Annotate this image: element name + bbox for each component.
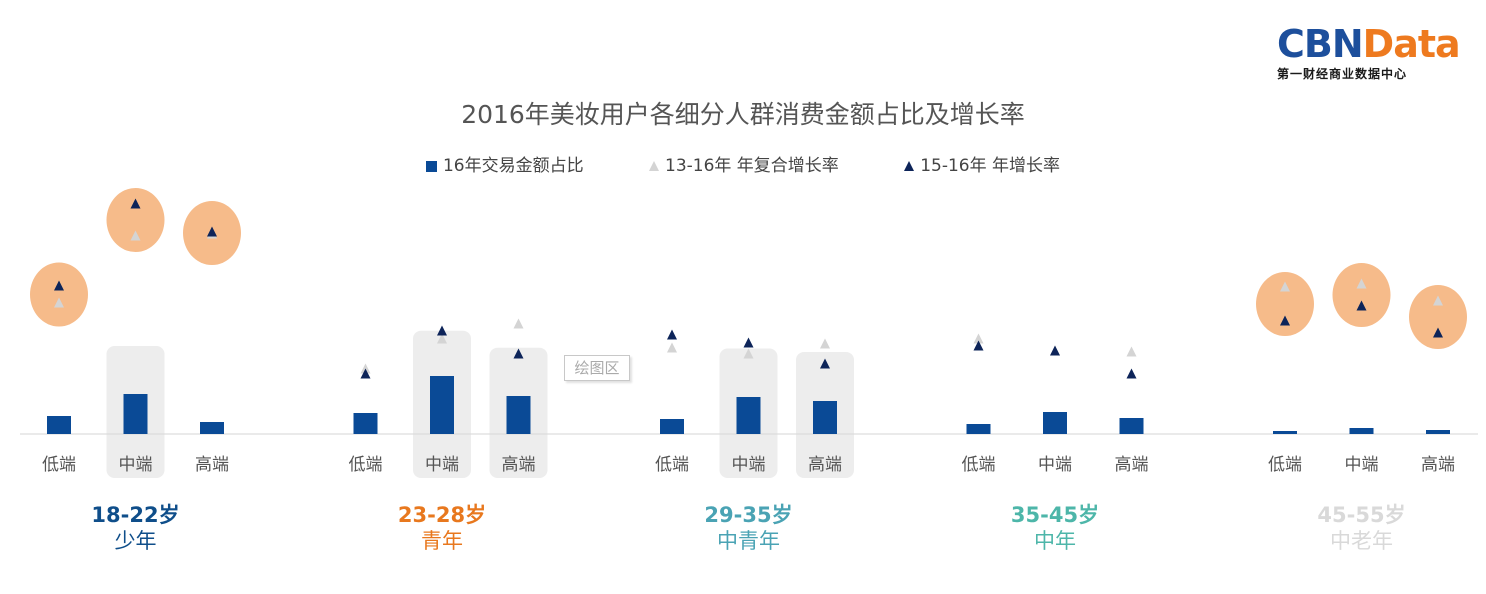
bar-share	[966, 424, 991, 434]
age-range-label: 23-28岁	[398, 503, 486, 527]
marker-yoy	[54, 280, 64, 291]
marker-cagr	[54, 297, 64, 308]
highlight-bubble	[1256, 272, 1314, 336]
segment-label: 青年	[421, 529, 463, 553]
marker-cagr	[130, 230, 141, 241]
tier-label: 中端	[1038, 455, 1072, 475]
tier-label: 高端	[1115, 455, 1149, 475]
age-range-label: 29-35岁	[704, 503, 792, 527]
age-range-label: 45-55岁	[1317, 503, 1405, 527]
marker-yoy	[207, 226, 217, 237]
segment-label: 中老年	[1330, 529, 1393, 553]
bar-share	[1426, 430, 1450, 434]
tier-label: 低端	[962, 455, 996, 475]
segment-label: 少年	[115, 529, 157, 553]
bar-share	[660, 419, 684, 434]
bar-share	[47, 416, 71, 434]
marker-yoy	[667, 329, 677, 340]
tier-label: 低端	[655, 455, 689, 475]
age-range-label: 18-22岁	[91, 503, 179, 527]
bar-share	[813, 401, 837, 434]
marker-yoy	[437, 325, 447, 336]
marker-cagr	[820, 338, 830, 349]
bar-share	[1273, 431, 1297, 434]
segment-label: 中青年	[717, 529, 780, 553]
logo-cbn-text: CBN	[1277, 22, 1364, 66]
marker-yoy	[973, 340, 984, 351]
marker-yoy	[820, 358, 830, 369]
tier-label: 中端	[425, 455, 459, 475]
bar-share	[200, 422, 224, 434]
marker-yoy	[360, 368, 371, 379]
tier-label: 高端	[195, 455, 229, 475]
marker-yoy	[1050, 345, 1060, 356]
logo-wordmark: CBNData	[1277, 24, 1467, 64]
tier-label: 中端	[119, 455, 153, 475]
marker-yoy	[130, 198, 141, 209]
marker-cagr	[437, 333, 447, 344]
legend-item-yoy: 15-16年 年增长率	[904, 151, 1060, 176]
tier-label: 高端	[808, 455, 842, 475]
age-range-label: 35-45岁	[1011, 503, 1099, 527]
bar-share	[430, 376, 454, 434]
legend-label-share: 16年交易金额占比	[442, 156, 584, 176]
marker-cagr	[973, 333, 984, 344]
legend-item-share: 16年交易金额占比	[425, 151, 584, 176]
legend-label-yoy: 15-16年 年增长率	[920, 156, 1061, 176]
segment-label: 中年	[1034, 529, 1076, 553]
tier-label: 低端	[42, 455, 76, 475]
tier-label: 中端	[1345, 455, 1379, 475]
legend-square-icon	[425, 160, 437, 172]
bar-share	[1043, 412, 1067, 434]
tier-label: 高端	[1421, 455, 1455, 475]
marker-yoy	[513, 348, 524, 359]
tier-label: 高端	[502, 455, 536, 475]
marker-yoy	[743, 337, 754, 348]
marker-yoy	[1356, 300, 1367, 311]
marker-yoy	[1126, 368, 1137, 379]
highlight-bubble	[30, 262, 88, 327]
tier-label: 中端	[732, 455, 766, 475]
tier-label: 低端	[349, 455, 383, 475]
cbndata-logo: CBNData 第一财经商业数据中心	[1277, 24, 1467, 82]
marker-cagr	[667, 342, 677, 353]
chart-title: 2016年美妆用户各细分人群消费金额占比及增长率	[461, 100, 1025, 129]
marker-cagr	[1126, 346, 1137, 357]
tier-label: 低端	[1268, 455, 1302, 475]
legend-light-triangle-icon	[649, 161, 659, 171]
legend-label-cagr: 13-16年 年复合增长率	[665, 156, 839, 176]
logo-subtitle: 第一财经商业数据中心	[1277, 67, 1408, 81]
marker-yoy	[1280, 315, 1290, 326]
logo-data-text: Data	[1362, 22, 1461, 66]
plot-area-tag[interactable]: 绘图区	[564, 355, 630, 381]
bar-share	[736, 397, 761, 434]
highlight-bubble	[106, 188, 165, 252]
marker-cagr	[513, 318, 524, 329]
marker-cagr	[1356, 278, 1367, 289]
marker-cagr	[1433, 295, 1443, 306]
marker-cagr	[743, 348, 754, 359]
highlight-bubble	[1332, 263, 1391, 327]
highlight-bubble	[1409, 285, 1467, 349]
chart-legend: 16年交易金额占比 13-16年 年复合增长率 15-16年 年增长率	[0, 151, 1486, 176]
marker-yoy	[1433, 327, 1443, 338]
bar-share	[353, 413, 378, 434]
bar-share	[1119, 418, 1144, 434]
marker-cagr	[1280, 281, 1290, 292]
bar-share	[123, 394, 148, 434]
legend-item-cagr: 13-16年 年复合增长率	[649, 151, 839, 176]
bar-share	[1349, 428, 1374, 434]
legend-dark-triangle-icon	[904, 161, 915, 171]
bar-share	[506, 396, 531, 434]
